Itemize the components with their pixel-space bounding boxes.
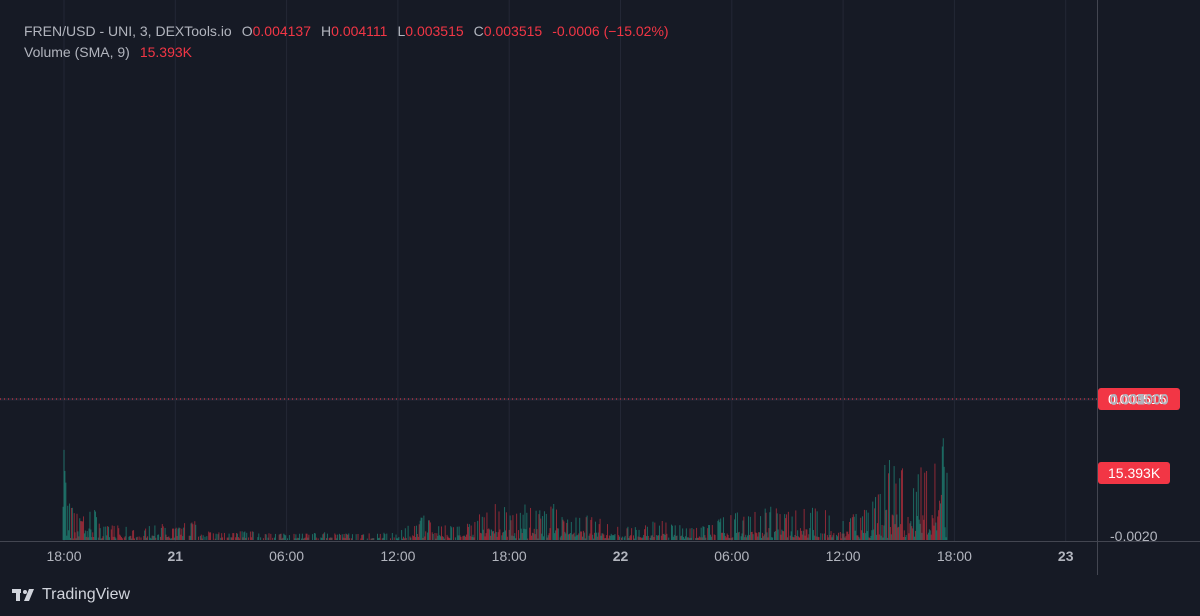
price-tick-label: 0.001000 [1110,392,1169,408]
time-tick-label: 21 [168,548,184,564]
tradingview-footer[interactable]: TradingView [12,586,130,604]
price-tick-label: 0.003000 [1110,391,1169,407]
volume-legend: Volume (SMA, 9) 15.393K [24,44,202,60]
volume-indicator-value: 15.393K [139,44,192,60]
close-key: C [473,23,484,39]
price-tick-label: 0.004000 [1110,391,1169,407]
high-value: 0.004111 [331,23,388,39]
time-tick-label: 12:00 [826,548,861,564]
ohlc-legend: FREN/USD - UNI, 3, DEXTools.io O0.004137 H… [24,23,679,39]
volume-sma-label: 15.393K [1108,465,1161,481]
time-axis[interactable]: 18:00 21 06:00 12:00 18:00 22 06:00 12:00 18:00 2… [0,541,1200,565]
time-tick-label: 06:00 [714,548,749,564]
volume-indicator-label[interactable]: Volume (SMA, 9) [24,44,130,60]
price-tick-label: 0 [1110,392,1118,408]
open-value: 0.004137 [252,23,312,39]
time-tick-label: 22 [613,548,629,564]
tradingview-logo-icon [12,589,34,601]
low-key: L [397,23,406,39]
price-tick-label: -0.0020 [1110,528,1158,544]
open-key: O [241,23,253,39]
last-price-label: 0.003515 [1108,391,1167,407]
price-tick-label: 0.002000 [1110,391,1169,407]
change-value: -0.0006 (−15.02%) [552,23,669,39]
time-tick-label: 12:00 [380,548,415,564]
price-tick-label: 0.005000 [1110,391,1169,407]
price-overlay: 0.003515 15.393K [0,388,1180,484]
time-tick-label: 18:00 [937,548,972,564]
last-price-badge [1098,388,1180,411]
time-tick-label: 18:00 [492,548,527,564]
close-value: 0.003515 [483,23,543,39]
time-tick-label: 23 [1058,548,1074,564]
price-axis[interactable]: 0.0050000.0040000.0030000.0020000.001000… [1097,0,1169,575]
volume-bars [62,438,948,540]
volume-sma-badge [1098,462,1170,484]
time-tick-label: 18:00 [46,548,81,564]
tradingview-brand: TradingView [42,586,131,603]
high-key: H [321,23,332,39]
low-value: 0.003515 [405,23,464,39]
time-tick-label: 06:00 [269,548,304,564]
symbol-label[interactable]: FREN/USD - UNI, 3, DEXTools.io [24,23,232,39]
